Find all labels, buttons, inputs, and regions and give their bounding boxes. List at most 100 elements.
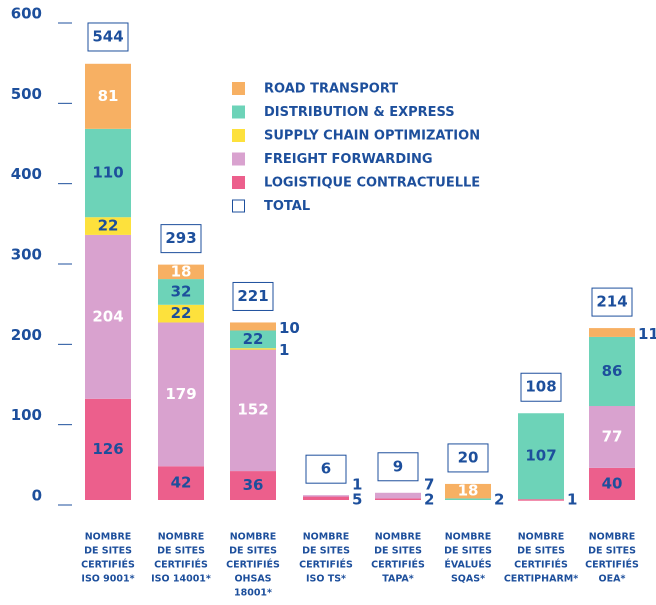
x-tick-label: NOMBRE	[518, 532, 565, 543]
x-tick-label: DE SITES	[84, 546, 132, 557]
legend-label: LOGISTIQUE CONTRACTUELLE	[264, 176, 480, 191]
bar-segment	[518, 499, 564, 501]
total-label: 20	[458, 448, 479, 466]
x-tick-label: CERTIFIÉS	[154, 559, 208, 571]
value-label: 107	[525, 447, 556, 465]
bar-segment	[589, 336, 635, 407]
x-tick-label: CERTIFIÉS	[81, 559, 135, 571]
legend-label: ROAD TRANSPORT	[264, 82, 398, 97]
value-label: 22	[171, 304, 192, 322]
value-label: 22	[98, 217, 119, 235]
y-tick-label: 500	[11, 85, 42, 103]
value-label: 36	[243, 476, 264, 494]
x-tick-label: NOMBRE	[589, 532, 636, 543]
value-label: 110	[92, 164, 123, 182]
value-label: 32	[171, 282, 192, 300]
x-tick-label: 18001*	[234, 588, 272, 599]
total-box	[520, 372, 562, 402]
x-tick-label: NOMBRE	[85, 532, 132, 543]
total-box	[87, 22, 129, 52]
bar-segment	[85, 217, 131, 235]
bar-segment	[85, 234, 131, 399]
total-box	[377, 452, 419, 482]
value-label: 2	[494, 491, 504, 509]
total-label: 221	[237, 287, 268, 305]
x-tick-label: TAPA*	[382, 574, 414, 585]
value-label: 2	[424, 491, 434, 509]
total-box	[160, 224, 202, 254]
total-label: 9	[393, 457, 403, 475]
total-label: 293	[165, 229, 196, 247]
value-label: 1	[352, 475, 362, 493]
x-tick-label: NOMBRE	[303, 532, 350, 543]
x-tick-label: DE SITES	[444, 546, 492, 557]
x-tick-label: NOMBRE	[230, 532, 277, 543]
total-label: 214	[596, 293, 627, 311]
x-tick-label: CERTIFIÉS	[585, 559, 639, 571]
x-tick-label: NOMBRE	[375, 532, 422, 543]
value-label: 5	[352, 490, 362, 508]
bar-segment	[85, 128, 131, 218]
x-tick-label: ISO 9001*	[81, 574, 134, 585]
value-label: 152	[237, 401, 268, 419]
legend-swatch	[232, 129, 245, 142]
value-label: 1	[279, 341, 289, 359]
total-label: 108	[525, 378, 556, 396]
bar-segment	[158, 279, 204, 305]
bar-segment	[158, 466, 204, 500]
legend-swatch	[232, 82, 245, 95]
total-box	[447, 443, 489, 473]
y-tick-label: 0	[32, 487, 42, 505]
bar-segment	[230, 348, 276, 350]
legend-label: SUPPLY CHAIN OPTIMIZATION	[264, 129, 480, 144]
value-label: 40	[602, 474, 623, 492]
legend-label: DISTRIBUTION & EXPRESS	[264, 105, 455, 120]
y-tick-label: 300	[11, 246, 42, 264]
x-tick-label: NOMBRE	[158, 532, 205, 543]
legend-swatch	[232, 152, 245, 166]
x-tick-label: DE SITES	[588, 546, 636, 557]
bar-segment	[375, 498, 421, 500]
value-label: 81	[98, 87, 119, 105]
bar-segment	[158, 322, 204, 467]
y-tick-label: 600	[11, 5, 42, 23]
bar-segment	[518, 413, 564, 500]
x-tick-label: SQAS*	[451, 574, 485, 585]
bar-segment	[303, 495, 349, 500]
x-tick-label: ISO TS*	[306, 574, 346, 585]
value-label: 126	[92, 440, 123, 458]
bar-segment	[589, 328, 635, 337]
x-tick-label: CERTIPHARM*	[504, 574, 578, 585]
x-tick-label: DE SITES	[229, 546, 277, 557]
value-label: 22	[243, 330, 264, 348]
bar-segment	[85, 63, 131, 129]
value-label: 11	[638, 325, 656, 343]
total-box	[232, 281, 274, 311]
total-box	[305, 454, 347, 484]
bar-segment	[85, 398, 131, 500]
x-tick-label: NOMBRE	[445, 532, 492, 543]
x-tick-label: OEA*	[599, 574, 626, 585]
value-label: 10	[279, 319, 300, 337]
value-label: 86	[602, 362, 623, 380]
bar-segment	[375, 492, 421, 499]
bar-segment	[158, 264, 204, 280]
x-tick-label: DE SITES	[302, 546, 350, 557]
legend-swatch	[232, 199, 245, 213]
legend-swatch	[232, 176, 245, 189]
value-label: 204	[92, 307, 123, 325]
x-tick-label: DE SITES	[374, 546, 422, 557]
bar-segment	[589, 406, 635, 468]
legend-label: FREIGHT FORWARDING	[264, 152, 433, 167]
bar-segment	[303, 495, 349, 497]
x-tick-label: DE SITES	[517, 546, 565, 557]
bar-segment	[445, 498, 491, 500]
value-label: 18	[458, 482, 479, 500]
legend-swatch	[232, 105, 245, 119]
bar-segment	[230, 322, 276, 331]
value-label: 77	[602, 427, 623, 445]
bar-segment	[589, 467, 635, 500]
total-label: 6	[321, 460, 331, 478]
bar-segment	[158, 304, 204, 323]
